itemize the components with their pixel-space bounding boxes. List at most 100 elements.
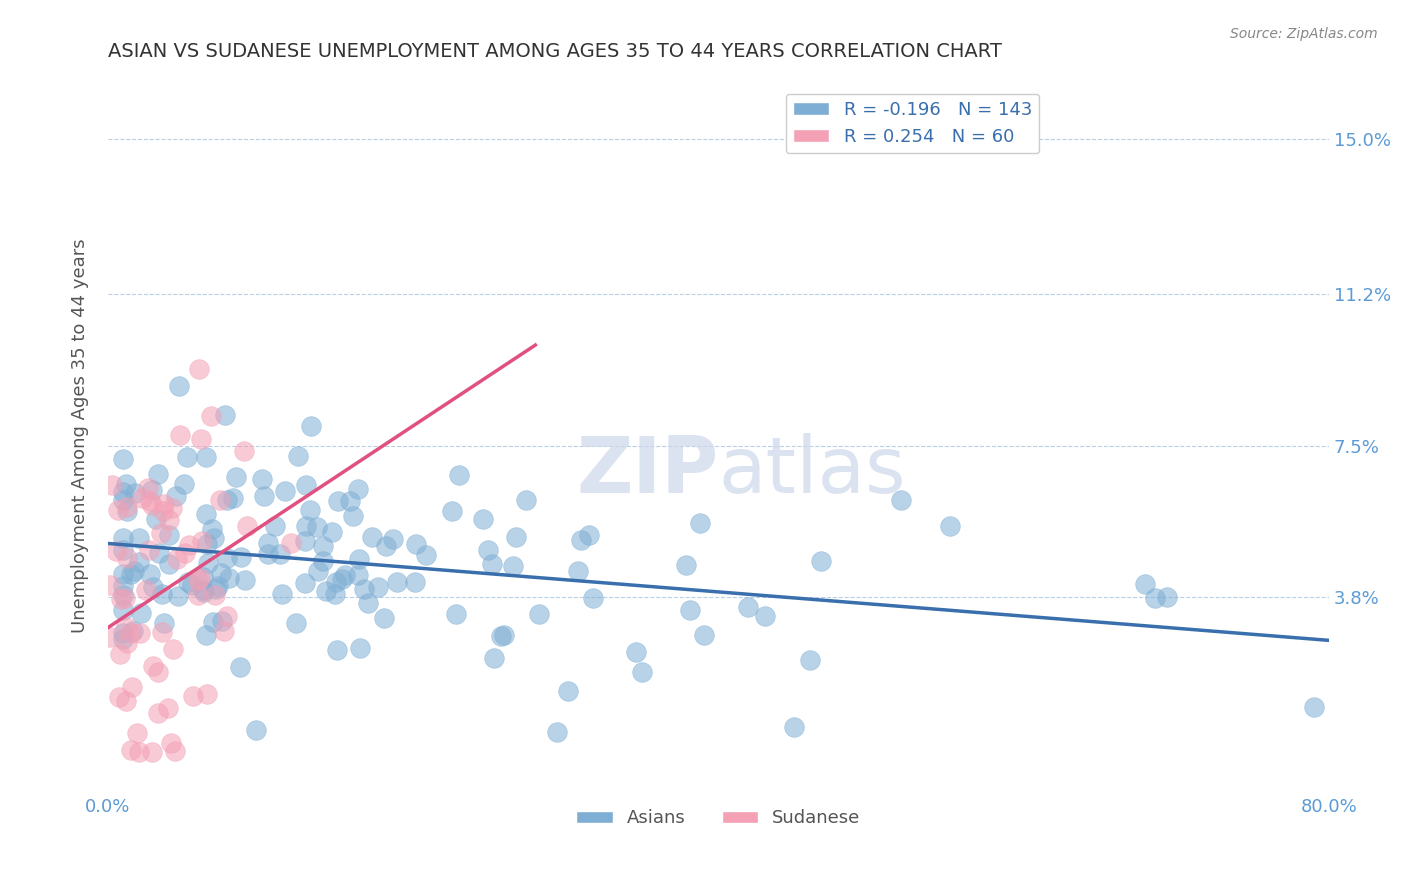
Point xyxy=(98,630,121,644)
Point xyxy=(546,725,568,739)
Point xyxy=(157,513,180,527)
Point xyxy=(631,665,654,680)
Point xyxy=(177,538,200,552)
Point xyxy=(150,587,173,601)
Point xyxy=(295,519,318,533)
Point xyxy=(333,567,356,582)
Point xyxy=(115,476,138,491)
Point xyxy=(215,492,238,507)
Point xyxy=(294,478,316,492)
Point xyxy=(191,533,214,548)
Point xyxy=(115,500,138,515)
Point xyxy=(104,544,127,558)
Point xyxy=(167,589,190,603)
Point xyxy=(312,539,335,553)
Point xyxy=(231,550,253,565)
Point xyxy=(222,491,245,506)
Point xyxy=(148,546,170,560)
Point xyxy=(582,591,605,605)
Point xyxy=(271,587,294,601)
Point xyxy=(167,378,190,392)
Point xyxy=(294,534,316,549)
Point xyxy=(153,616,176,631)
Point xyxy=(245,723,267,738)
Point xyxy=(160,736,183,750)
Point xyxy=(675,558,697,572)
Point xyxy=(150,625,173,640)
Point xyxy=(125,725,148,739)
Point xyxy=(197,556,219,570)
Point xyxy=(515,493,537,508)
Point xyxy=(201,523,224,537)
Point xyxy=(112,531,135,545)
Point xyxy=(208,493,231,508)
Point xyxy=(173,477,195,491)
Point xyxy=(157,527,180,541)
Point xyxy=(274,484,297,499)
Point xyxy=(890,492,912,507)
Point xyxy=(256,547,278,561)
Point xyxy=(204,588,226,602)
Point xyxy=(112,625,135,640)
Point xyxy=(191,570,214,584)
Point xyxy=(339,494,361,508)
Point xyxy=(347,482,370,496)
Point xyxy=(298,503,321,517)
Point xyxy=(215,609,238,624)
Point xyxy=(325,574,347,589)
Point xyxy=(139,494,162,508)
Point xyxy=(128,532,150,546)
Point xyxy=(250,472,273,486)
Point xyxy=(115,635,138,649)
Point xyxy=(166,552,188,566)
Point xyxy=(257,536,280,550)
Point xyxy=(353,582,375,596)
Point xyxy=(181,689,204,703)
Point xyxy=(187,574,209,588)
Point xyxy=(679,603,702,617)
Point xyxy=(481,558,503,572)
Point xyxy=(567,564,589,578)
Point xyxy=(157,701,180,715)
Point xyxy=(135,582,157,597)
Point xyxy=(120,566,142,581)
Point xyxy=(152,504,174,518)
Point xyxy=(193,585,215,599)
Point xyxy=(307,565,329,579)
Point xyxy=(101,478,124,492)
Point xyxy=(284,615,307,630)
Point xyxy=(165,489,187,503)
Point xyxy=(326,494,349,508)
Point xyxy=(280,536,302,550)
Point xyxy=(449,468,471,483)
Point xyxy=(131,491,153,505)
Point xyxy=(188,362,211,376)
Point xyxy=(799,653,821,667)
Point xyxy=(112,588,135,602)
Point xyxy=(115,620,138,634)
Point xyxy=(211,615,233,629)
Point xyxy=(312,553,335,567)
Point xyxy=(195,536,218,550)
Point xyxy=(112,579,135,593)
Point xyxy=(169,428,191,442)
Point xyxy=(349,641,371,656)
Point xyxy=(138,542,160,557)
Point xyxy=(214,408,236,422)
Point xyxy=(129,606,152,620)
Point xyxy=(557,684,579,698)
Point xyxy=(124,486,146,500)
Point xyxy=(114,591,136,606)
Point xyxy=(492,628,515,642)
Point xyxy=(415,548,437,562)
Point xyxy=(197,687,219,701)
Point xyxy=(527,607,550,621)
Point xyxy=(212,624,235,638)
Point xyxy=(150,526,173,541)
Point xyxy=(190,432,212,446)
Point xyxy=(1156,590,1178,604)
Point xyxy=(446,607,468,621)
Point xyxy=(737,599,759,614)
Point xyxy=(141,498,163,512)
Point xyxy=(330,572,353,586)
